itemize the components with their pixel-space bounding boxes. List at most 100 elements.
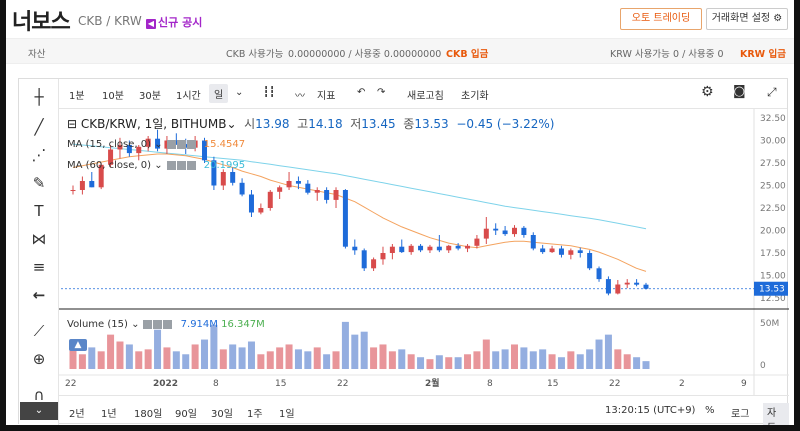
range-180d[interactable]: 180일 <box>134 409 163 420</box>
interval-10m[interactable]: 10분 <box>102 91 124 102</box>
range-1w[interactable]: 1주 <box>247 409 263 420</box>
candle-body <box>155 138 161 149</box>
reset-button[interactable]: 초기화 <box>461 91 489 102</box>
candle-body <box>324 190 330 200</box>
volume-bar <box>229 344 237 369</box>
candle-body <box>352 246 358 251</box>
candle-body <box>211 160 217 186</box>
price-chart[interactable]: 32.50 30.00 27.50 25.00 22.50 20.00 17.50 15.00… <box>19 79 789 425</box>
ma15-legend[interactable]: MA (15, close, 0) ⌄ 15.4547 <box>67 139 246 150</box>
camera-icon[interactable]: ◙ <box>733 84 746 99</box>
notice-link[interactable]: ◀ 신규 공시 <box>146 14 202 30</box>
candle-body <box>549 248 555 253</box>
low-value: 13.45 <box>361 117 396 131</box>
range-90d[interactable]: 90일 <box>175 409 197 420</box>
refresh-button[interactable]: 새로고침 <box>407 91 444 102</box>
volume-bar <box>294 349 302 369</box>
interval-30m[interactable]: 30분 <box>139 91 161 102</box>
notice-label: 신규 공시 <box>158 16 203 29</box>
assets-label: 자산 <box>28 49 46 60</box>
range-2y[interactable]: 2년 <box>69 409 85 420</box>
krw-deposit-link[interactable]: KRW 입금 <box>740 49 786 60</box>
balance-bar: 자산 CKB 사용가능 0.00000000 / 사용중 0.00000000 … <box>6 38 794 64</box>
volume-bar <box>351 334 359 369</box>
zoom-icon[interactable]: ⊕ <box>32 350 46 368</box>
log-toggle[interactable]: 로그 <box>731 409 750 420</box>
range-1d[interactable]: 1일 <box>279 409 295 420</box>
arrow-left-icon[interactable]: ← <box>32 286 46 304</box>
ma60-legend[interactable]: MA (60, close, 0) ⌄ 20.1995 <box>67 160 246 171</box>
volume-bar <box>464 354 472 369</box>
low-label: 저 <box>350 117 362 131</box>
trendline-icon[interactable]: ╱ <box>34 118 44 136</box>
y-tick-label: 12.50 <box>760 294 786 304</box>
symbol-label[interactable]: CKB/KRW, 1일, BITHUMB <box>80 117 227 131</box>
ckb-deposit-link[interactable]: CKB 입금 <box>446 49 489 60</box>
header: 너보스 CKB / KRW ◀ 신규 공시 오토 트레이딩 거래화면 설정 ⚙ <box>6 0 794 36</box>
redo-icon[interactable]: ↷ <box>377 87 386 98</box>
x-tick-label: 2월 <box>425 377 440 389</box>
magnet-icon[interactable]: ∩ <box>33 386 45 404</box>
candle-body <box>408 245 414 253</box>
crosshair-icon[interactable]: ┼ <box>34 88 44 106</box>
tradingview-logo: ▲ <box>69 339 87 351</box>
collapse-panel-button[interactable]: ⌄ <box>20 402 58 420</box>
volume-bar <box>407 354 415 369</box>
ma15-controls[interactable] <box>166 139 197 150</box>
indicators-button[interactable]: 지표 <box>317 91 336 102</box>
y-tick-label: 27.50 <box>760 159 786 169</box>
candle-body <box>173 140 179 145</box>
volume-bar <box>492 351 500 369</box>
measure-icon[interactable]: ≡ <box>32 258 46 276</box>
y-tick-label: 30.00 <box>760 137 786 147</box>
undo-icon[interactable]: ↶ <box>357 87 366 98</box>
drawing-toolbar: ┼ ╱ ⋰ ✎ T ⋈ ≡ ← ⟋ ⊕ ∩ <box>19 79 59 425</box>
text-icon[interactable]: T <box>34 202 44 220</box>
indicator-icon[interactable]: 〰 <box>295 91 305 102</box>
candle-body <box>79 181 85 190</box>
fullscreen-icon[interactable]: ⤢ <box>767 85 777 99</box>
high-label: 고 <box>297 117 309 131</box>
range-30d[interactable]: 30일 <box>211 409 233 420</box>
settings-icon[interactable]: ⚙ <box>701 84 714 100</box>
volume-bar <box>182 354 190 369</box>
screen-settings-button[interactable]: 거래화면 설정 ⚙ <box>706 8 788 30</box>
interval-day[interactable]: 일 <box>209 84 229 103</box>
brand-logo[interactable]: 너보스 <box>12 10 71 35</box>
volume-bar <box>154 329 162 369</box>
volume-bar <box>473 351 481 369</box>
ma15-value: 15.4547 <box>203 139 246 150</box>
volume-controls[interactable] <box>143 319 173 330</box>
interval-1h[interactable]: 1시간 <box>176 91 201 102</box>
range-1y[interactable]: 1년 <box>101 409 117 420</box>
brush-icon[interactable]: ✎ <box>32 174 46 192</box>
chevron-down-icon[interactable]: ⌄ <box>235 87 244 98</box>
volume-legend[interactable]: Volume (15) ⌄ 7.914M 16.347M <box>67 319 265 330</box>
volume-bar <box>172 351 180 369</box>
percent-toggle[interactable]: % <box>705 405 715 416</box>
fib-icon[interactable]: ⋰ <box>31 146 47 164</box>
ruler-icon[interactable]: ⟋ <box>33 322 45 340</box>
volume-bar <box>97 351 105 369</box>
candle-body <box>530 235 536 249</box>
interval-1m[interactable]: 1분 <box>69 91 85 102</box>
candle-type-icon[interactable]: ┇┇ <box>263 87 276 98</box>
candle-body <box>145 138 151 147</box>
auto-toggle[interactable]: 자동 <box>763 403 789 425</box>
pair-selector[interactable]: CKB / KRW <box>78 14 142 28</box>
candle-body <box>624 282 630 285</box>
ma15-label: MA (15, close, 0) <box>67 139 152 150</box>
ma60-controls[interactable] <box>166 160 197 171</box>
ckb-available-value: 0.00000000 / 사용중 0.00000000 <box>288 49 442 60</box>
notice-icon: ◀ <box>146 19 156 29</box>
pattern-icon[interactable]: ⋈ <box>31 230 47 248</box>
volume-bar <box>548 354 556 369</box>
collapse-icon[interactable]: ⊟ <box>67 117 78 131</box>
last-price-label: 13.53 <box>759 285 785 295</box>
candle-body <box>596 268 602 280</box>
candle-body <box>230 172 236 183</box>
candle-body <box>540 248 546 253</box>
auto-trading-button[interactable]: 오토 트레이딩 <box>620 8 702 30</box>
candle-body <box>615 284 621 294</box>
chart-legend: ⊟ CKB/KRW, 1일, BITHUMB⌄ 시13.98 고14.18 저1… <box>67 117 555 131</box>
